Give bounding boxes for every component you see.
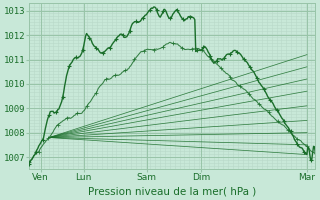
X-axis label: Pression niveau de la mer( hPa ): Pression niveau de la mer( hPa ) <box>88 187 256 197</box>
